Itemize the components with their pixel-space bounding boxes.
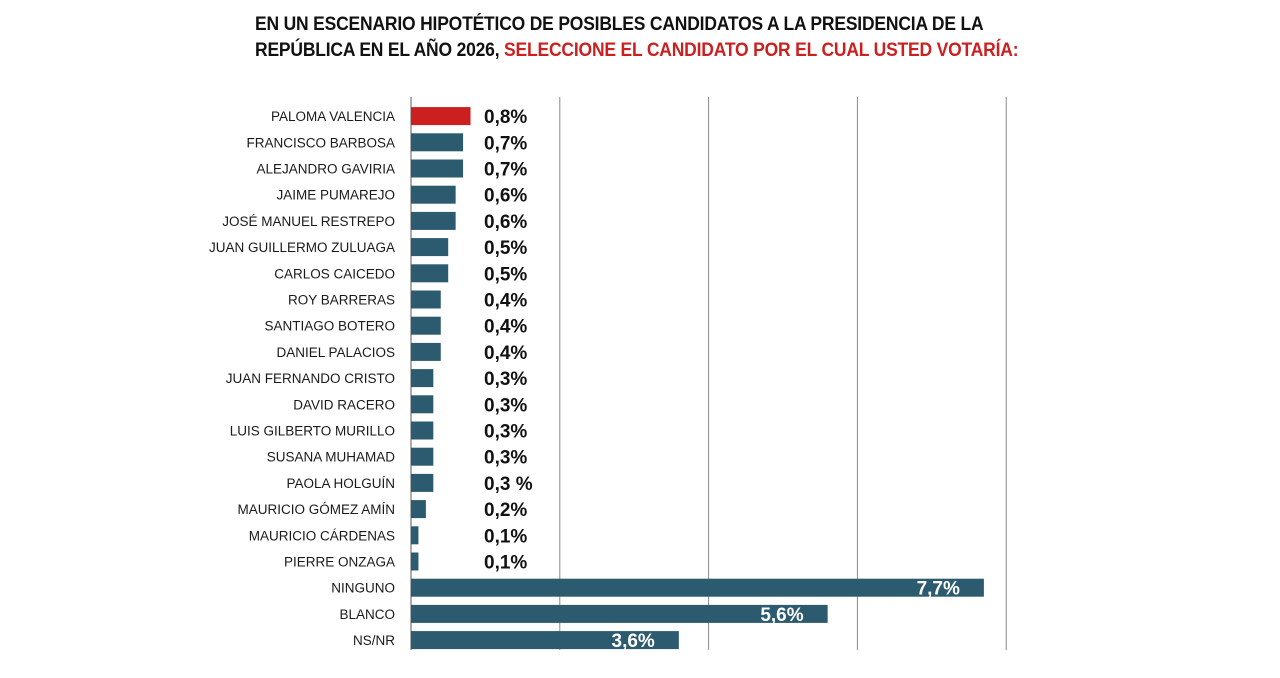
category-label: PALOMA VALENCIA [271, 109, 395, 124]
bar [411, 185, 456, 204]
value-label: 0,6% [484, 186, 527, 207]
value-label: 0,4% [484, 317, 527, 338]
chart-title: EN UN ESCENARIO HIPOTÉTICO DE POSIBLES C… [255, 12, 1019, 64]
bar [411, 264, 449, 283]
category-label: JOSÉ MANUEL RESTREPO [222, 214, 395, 229]
category-label: LUIS GILBERTO MURILLO [230, 424, 395, 439]
category-label: ROY BARRERAS [288, 293, 395, 308]
value-label: 0,3% [484, 395, 527, 416]
category-label: SANTIAGO BOTERO [264, 319, 395, 334]
value-label: 0,1% [484, 526, 527, 547]
bar [411, 290, 441, 309]
value-label: 0,7% [484, 133, 527, 154]
bar [411, 500, 426, 519]
value-label: 0,3% [484, 369, 527, 390]
value-label: 0,4% [484, 343, 527, 364]
category-label: PAOLA HOLGUÍN [286, 476, 395, 491]
bar [411, 159, 464, 178]
category-label: BLANCO [339, 607, 395, 622]
value-labels: 0,8% 0,7% 0,7% 0,6% 0,6% 0,5% 0,5% 0,4% 0,4% 0,4%… [484, 107, 960, 652]
value-label: 0,3% [484, 422, 527, 443]
bar [411, 473, 434, 492]
value-label: 3,6% [612, 631, 655, 652]
bars [411, 107, 984, 650]
bar [411, 395, 434, 414]
bar [411, 133, 464, 152]
category-label: CARLOS CAICEDO [274, 266, 395, 281]
value-label: 0,3% [484, 448, 527, 469]
category-label: MAURICIO CÁRDENAS [249, 528, 395, 543]
category-label: NINGUNO [331, 581, 395, 596]
category-label: JUAN FERNANDO CRISTO [226, 371, 395, 386]
bar [411, 316, 441, 335]
bar [411, 552, 419, 571]
category-label: MAURICIO GÓMEZ AMÍN [237, 502, 395, 517]
category-label: DAVID RACERO [293, 397, 395, 412]
value-label: 0,6% [484, 212, 527, 233]
value-label: 0,3 % [484, 474, 533, 495]
value-label: 0,7% [484, 160, 527, 181]
value-label: 0,4% [484, 291, 527, 312]
bar [411, 604, 828, 623]
category-label: JUAN GUILLERMO ZULUAGA [209, 240, 395, 255]
category-label: PIERRE ONZAGA [284, 555, 395, 570]
value-label: 0,1% [484, 553, 527, 574]
value-label: 0,8% [484, 107, 527, 128]
category-label: FRANCISCO BARBOSA [246, 135, 395, 150]
bar [411, 526, 419, 545]
value-label: 0,5% [484, 264, 527, 285]
category-label: JAIME PUMAREJO [276, 188, 395, 203]
bar [411, 631, 679, 650]
bar [411, 342, 441, 361]
value-label: 7,7% [917, 579, 960, 600]
chart-title-highlight: SELECCIONE EL CANDIDATO POR EL CUAL USTE… [504, 40, 1019, 61]
bar [411, 421, 434, 440]
category-label: NS/NR [353, 633, 395, 648]
bar [411, 211, 456, 230]
bar [411, 578, 984, 597]
bar [411, 107, 471, 126]
bar [411, 369, 434, 388]
category-label: SUSANA MUHAMAD [267, 450, 396, 465]
category-labels: PALOMA VALENCIA FRANCISCO BARBOSA ALEJANDR… [209, 109, 395, 648]
chart-title-main: EN UN ESCENARIO HIPOTÉTICO DE POSIBLES C… [255, 14, 983, 61]
bar [411, 238, 449, 257]
bar [411, 447, 434, 466]
value-label: 0,5% [484, 238, 527, 259]
category-label: ALEJANDRO GAVIRIA [256, 162, 395, 177]
category-label: DANIEL PALACIOS [276, 345, 395, 360]
value-label: 0,2% [484, 500, 527, 521]
value-label: 5,6% [760, 605, 803, 626]
